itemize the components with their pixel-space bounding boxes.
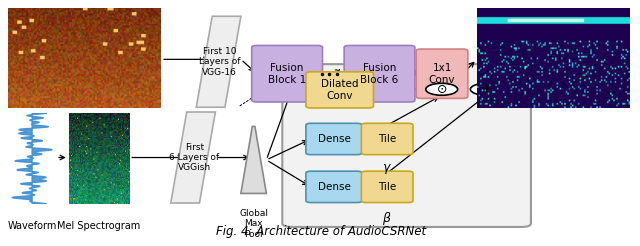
Polygon shape: [241, 126, 266, 193]
Text: Mel Spectrogram: Mel Spectrogram: [58, 221, 141, 231]
Text: $\gamma$: $\gamma$: [382, 162, 392, 176]
Text: First 10
Layers of
VGG-16: First 10 Layers of VGG-16: [199, 47, 241, 77]
FancyBboxPatch shape: [416, 49, 468, 98]
Text: Fusion
Block 1: Fusion Block 1: [268, 63, 306, 85]
FancyBboxPatch shape: [306, 72, 374, 108]
Text: Fig. 4: Architecture of AudioCSRNet: Fig. 4: Architecture of AudioCSRNet: [216, 225, 426, 238]
Text: Global
Max
Pool: Global Max Pool: [239, 209, 268, 239]
Text: Tile: Tile: [378, 182, 396, 192]
FancyBboxPatch shape: [252, 46, 323, 102]
Circle shape: [470, 83, 502, 95]
Text: $\odot$: $\odot$: [436, 83, 447, 96]
Polygon shape: [196, 16, 241, 107]
Text: 1x1
Conv: 1x1 Conv: [429, 63, 455, 85]
FancyBboxPatch shape: [306, 123, 362, 155]
Text: $+$: $+$: [480, 82, 492, 96]
Polygon shape: [171, 112, 216, 203]
Text: $\beta$: $\beta$: [382, 210, 392, 227]
Text: First
6 Layers of
VGGish: First 6 Layers of VGGish: [169, 143, 220, 172]
Text: Fusion
Block 6: Fusion Block 6: [360, 63, 399, 85]
Text: Waveform: Waveform: [8, 221, 57, 231]
FancyBboxPatch shape: [282, 64, 531, 227]
Circle shape: [426, 83, 458, 95]
FancyBboxPatch shape: [362, 123, 413, 155]
Text: Dense: Dense: [317, 182, 350, 192]
FancyBboxPatch shape: [344, 46, 415, 102]
FancyBboxPatch shape: [362, 171, 413, 202]
FancyBboxPatch shape: [306, 171, 362, 202]
Text: Dilated
Conv: Dilated Conv: [321, 79, 358, 101]
Text: Tile: Tile: [378, 134, 396, 144]
Text: Dense: Dense: [317, 134, 350, 144]
